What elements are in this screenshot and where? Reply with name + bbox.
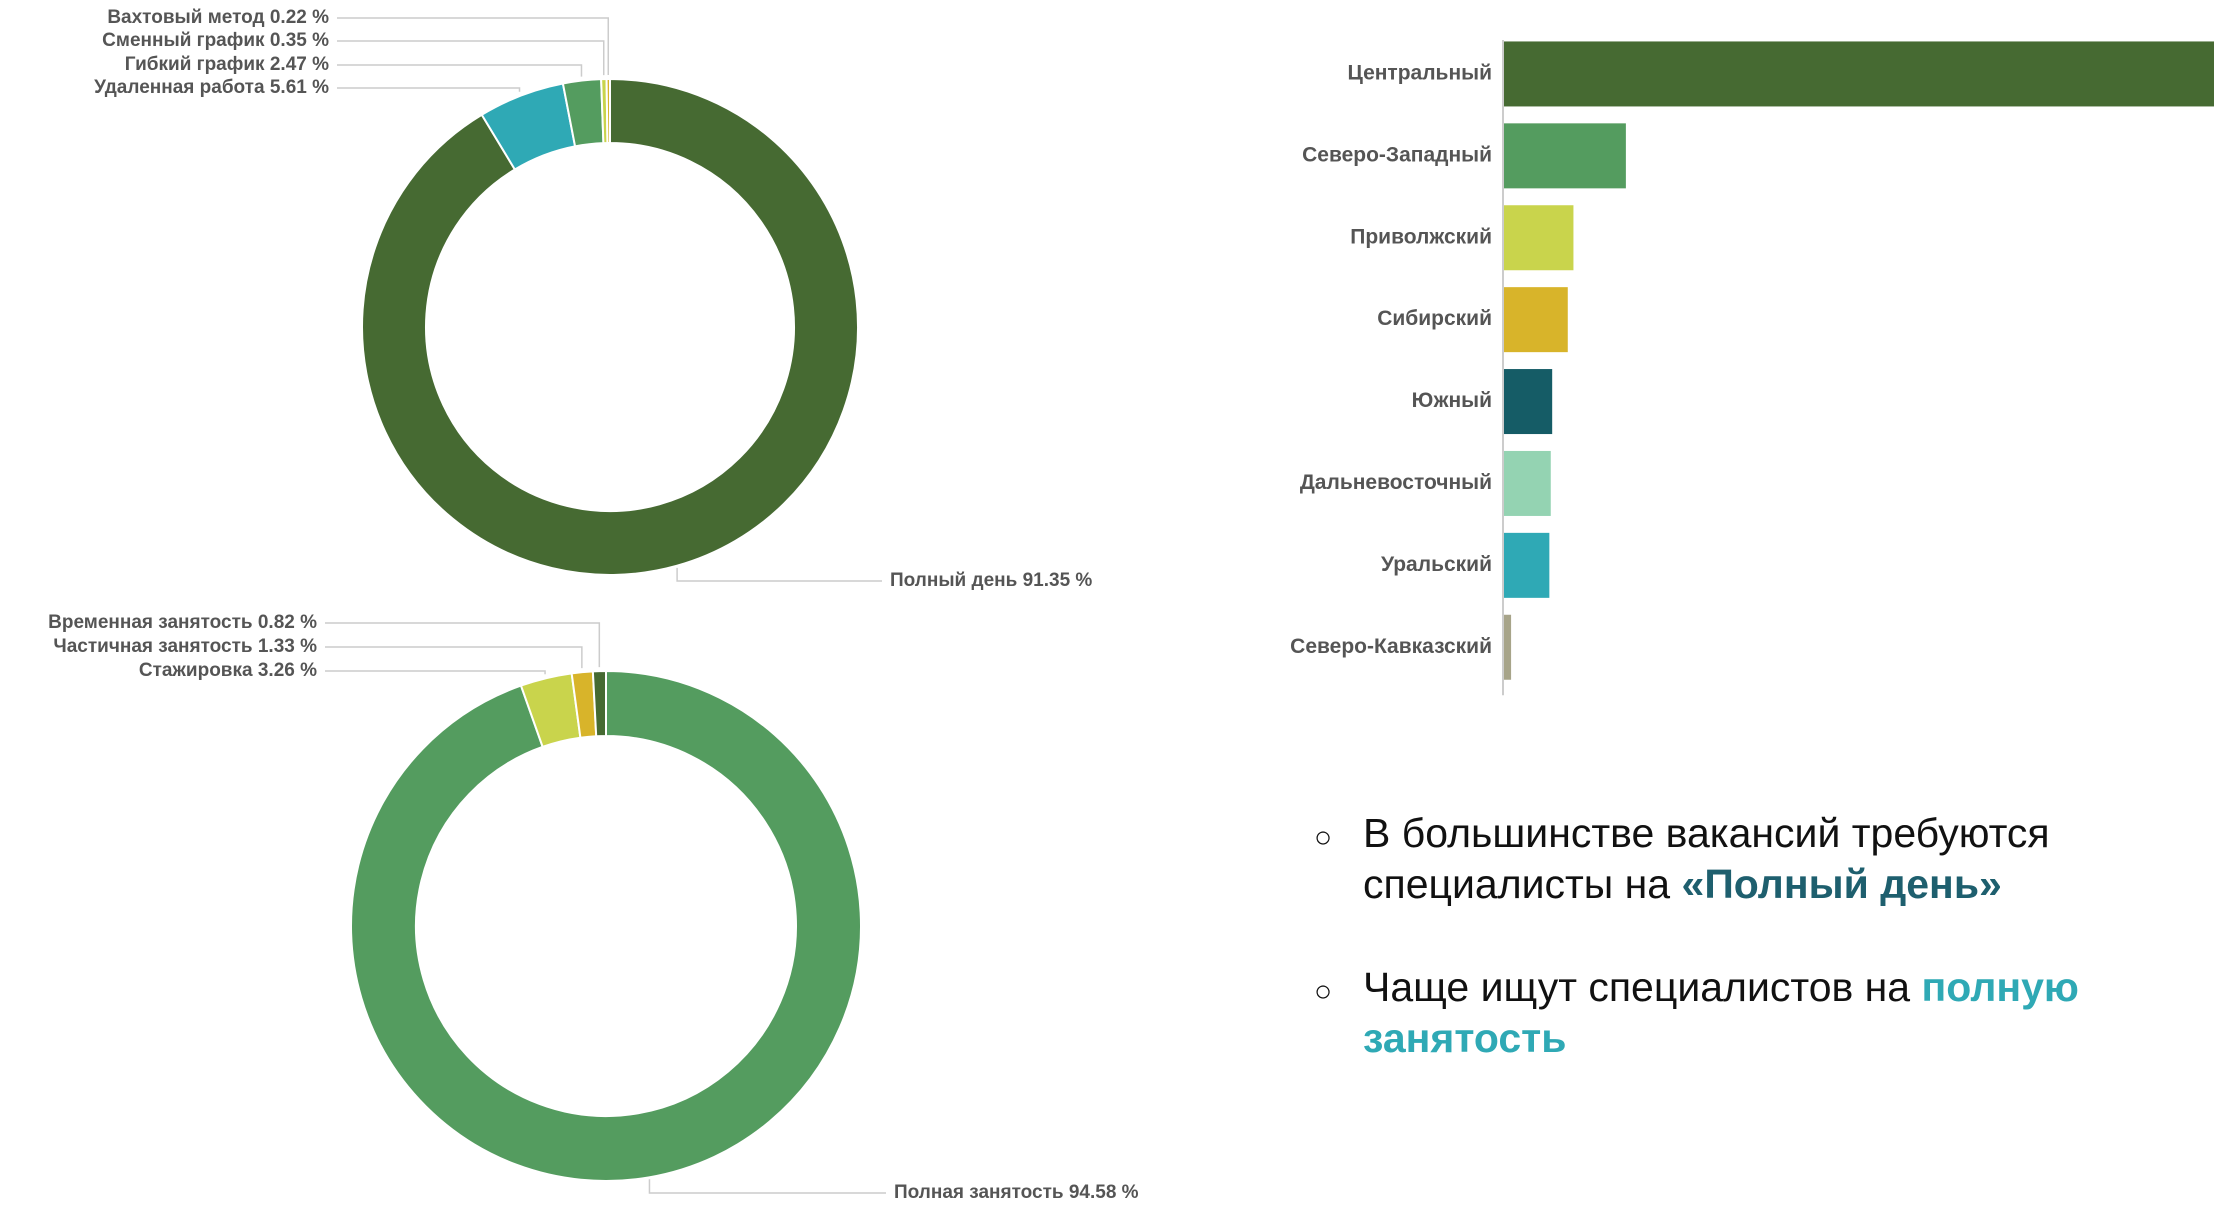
label-value: 0.35 % (270, 30, 329, 51)
leader-line (337, 87, 521, 92)
leader-line (676, 567, 882, 582)
category-label: Сибирский (1377, 307, 1492, 330)
label-name: Гибкий график (125, 54, 265, 75)
text: Чаще ищут специалистов на (1363, 964, 1911, 1010)
label-value: 0.22 % (270, 7, 329, 28)
leader-line (337, 17, 610, 76)
slice-label: Полный день 91.35 % (890, 570, 1092, 591)
leader-line (648, 1179, 886, 1194)
bullet-text: Чаще ищут специалистов на полную занятос… (1363, 962, 2133, 1064)
slice-label: Гибкий график 2.47 % (125, 54, 329, 75)
label-value: 5.61 % (270, 77, 329, 98)
label-name: Частичная занятость (53, 636, 252, 657)
leader-line (325, 670, 546, 675)
leader-line (325, 622, 601, 668)
leader-line (325, 646, 583, 669)
category-label: Южный (1412, 389, 1492, 412)
slice (350, 669, 862, 1182)
text: В большинстве вакансий требуются специал… (1363, 810, 2050, 907)
bar (1504, 205, 1574, 271)
label-value: 1.33 % (258, 636, 317, 657)
slice-label: Сменный график 0.35 % (102, 30, 329, 51)
label-value: 3.26 % (258, 660, 317, 681)
category-label: Приволжский (1350, 225, 1492, 248)
leader-line (337, 64, 583, 77)
bullet-marker: ○ (1314, 975, 1333, 1008)
label-value: 91.35 % (1023, 570, 1093, 591)
highlight: «Полный день» (1681, 861, 2002, 907)
bullet-marker: ○ (1314, 821, 1333, 854)
bar (1504, 287, 1568, 353)
bar (1504, 123, 1626, 189)
category-label: Северо-Кавказский (1290, 635, 1492, 658)
label-value: 94.58 % (1069, 1182, 1139, 1203)
bar (1504, 450, 1551, 516)
bar (1504, 41, 2214, 107)
category-label: Северо-Западный (1302, 143, 1492, 166)
category-label: Уральский (1381, 553, 1492, 576)
category-label: Центральный (1347, 61, 1492, 84)
bullet-text: В большинстве вакансий требуются специал… (1363, 808, 2133, 910)
label-name: Удаленная работа (94, 77, 265, 98)
slice (361, 77, 859, 576)
slice-label: Частичная занятость 1.33 % (53, 636, 317, 657)
slice-label: Стажировка 3.26 % (139, 660, 317, 681)
slice-label: Временная занятость 0.82 % (48, 612, 317, 633)
label-value: 0.82 % (258, 612, 317, 633)
slice (605, 77, 611, 145)
category-label: Дальневосточный (1300, 471, 1492, 494)
slice (591, 669, 607, 738)
bar (1504, 369, 1553, 435)
label-name: Полная занятость (894, 1182, 1064, 1203)
label-name: Полный день (890, 570, 1017, 591)
bar (1504, 614, 1512, 680)
highlight: полную занятость (1363, 964, 2079, 1061)
label-name: Временная занятость (48, 612, 252, 633)
label-name: Вахтовый метод (107, 7, 264, 28)
label-name: Сменный график (102, 30, 265, 51)
slice-label: Вахтовый метод 0.22 % (107, 7, 329, 28)
bar (1504, 532, 1550, 598)
leader-line (337, 40, 605, 76)
slice-label: Удаленная работа 5.61 % (94, 77, 329, 98)
label-name: Стажировка (139, 660, 253, 681)
label-value: 2.47 % (270, 54, 329, 75)
slice-label: Полная занятость 94.58 % (894, 1182, 1139, 1203)
